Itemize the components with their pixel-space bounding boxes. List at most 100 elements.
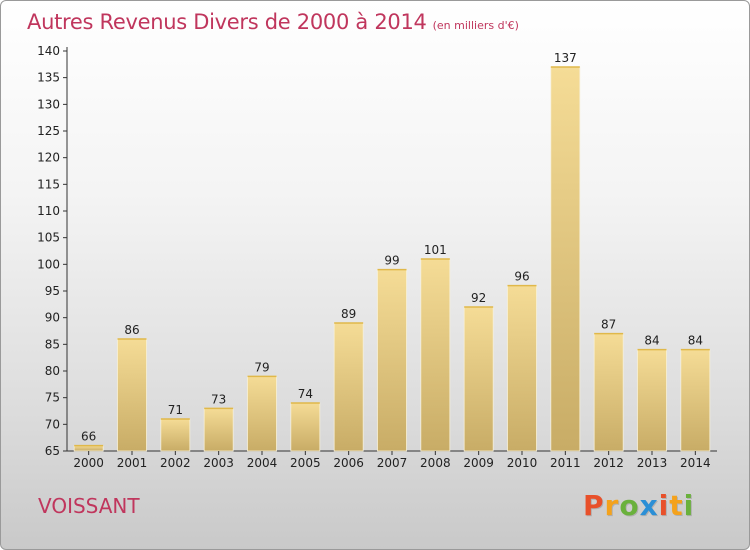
- x-tick: 2006: [333, 451, 364, 470]
- y-tick-label: 80: [45, 364, 60, 378]
- y-tick-label: 120: [37, 151, 60, 165]
- y-tick-label: 105: [37, 231, 60, 245]
- x-tick-label: 2000: [73, 456, 104, 470]
- y-tick: 75: [45, 391, 67, 405]
- x-tick-label: 2001: [117, 456, 148, 470]
- y-tick-label: 130: [37, 97, 60, 111]
- bar-value-label: 96: [514, 270, 529, 284]
- bar-value-label: 84: [688, 334, 703, 348]
- x-tick-label: 2014: [680, 456, 711, 470]
- logo-letter: r: [604, 489, 620, 522]
- bar-value-label: 87: [601, 318, 616, 332]
- bar: [593, 333, 624, 452]
- x-tick: 2012: [593, 451, 624, 470]
- logo-letter: i: [658, 489, 670, 522]
- logo-letter: t: [669, 489, 684, 522]
- bar-value-label: 74: [298, 387, 313, 401]
- y-tick: 125: [37, 124, 67, 138]
- proxiti-logo: Proxiti: [583, 489, 694, 522]
- y-tick-label: 125: [37, 124, 60, 138]
- x-tick: 2005: [290, 451, 321, 470]
- y-tick-label: 135: [37, 71, 60, 85]
- y-tick-label: 140: [37, 44, 60, 58]
- y-tick: 115: [37, 177, 67, 191]
- x-tick-label: 2007: [377, 456, 408, 470]
- bar: [377, 269, 407, 452]
- logo-letter: o: [619, 489, 640, 522]
- x-tick-label: 2012: [593, 456, 624, 470]
- bar: [203, 407, 234, 452]
- bar-value-label: 84: [644, 334, 659, 348]
- y-tick: 135: [37, 71, 67, 85]
- bar-value-label: 92: [471, 291, 486, 305]
- x-tick: 2014: [680, 451, 711, 470]
- chart-title: Autres Revenus Divers de 2000 à 2014 (en …: [27, 10, 519, 34]
- x-tick: 2001: [117, 451, 148, 470]
- x-tick: 2011: [550, 451, 581, 470]
- bar-value-label: 137: [554, 51, 577, 65]
- y-tick: 70: [45, 417, 67, 431]
- bar-value-label: 73: [211, 392, 226, 406]
- bar-value-label: 99: [384, 254, 399, 268]
- y-tick-label: 95: [45, 284, 60, 298]
- chart-title-text: Autres Revenus Divers de 2000 à 2014: [27, 10, 427, 34]
- y-tick-label: 100: [37, 257, 60, 271]
- y-tick-label: 75: [45, 391, 60, 405]
- bar-value-label: 66: [81, 430, 96, 444]
- bar: [290, 402, 321, 452]
- x-tick: 2009: [463, 451, 494, 470]
- bar: [160, 418, 191, 452]
- x-tick-label: 2004: [247, 456, 278, 470]
- y-tick-label: 70: [45, 417, 60, 431]
- x-tick: 2004: [247, 451, 278, 470]
- bar: [247, 375, 277, 452]
- bar: [73, 445, 104, 452]
- y-tick-label: 110: [37, 204, 60, 218]
- x-tick: 2007: [377, 451, 408, 470]
- x-tick-label: 2010: [507, 456, 538, 470]
- bar-value-label: 86: [124, 323, 139, 337]
- bar: [333, 322, 364, 452]
- bar: [550, 66, 581, 452]
- x-tick: 2013: [637, 451, 668, 470]
- x-tick-label: 2006: [333, 456, 364, 470]
- y-tick: 95: [45, 284, 67, 298]
- x-tick-label: 2011: [550, 456, 581, 470]
- x-tick-label: 2009: [463, 456, 494, 470]
- x-tick-label: 2003: [203, 456, 234, 470]
- y-tick: 100: [37, 257, 67, 271]
- bar: [463, 306, 494, 452]
- x-tick-label: 2013: [637, 456, 668, 470]
- logo-letter: P: [583, 489, 605, 522]
- bar: [420, 258, 451, 452]
- y-tick: 105: [37, 231, 67, 245]
- x-tick: 2002: [160, 451, 191, 470]
- bar: [507, 285, 537, 452]
- y-tick-label: 85: [45, 337, 60, 351]
- y-tick: 65: [45, 444, 67, 458]
- bar: [637, 349, 667, 452]
- x-tick-label: 2008: [420, 456, 451, 470]
- y-tick: 85: [45, 337, 67, 351]
- bar-value-label: 79: [254, 360, 269, 374]
- bar-value-label: 101: [424, 243, 447, 257]
- logo-letter: x: [639, 489, 659, 522]
- y-tick: 90: [45, 311, 67, 325]
- y-tick: 130: [37, 97, 67, 111]
- x-tick: 2008: [420, 451, 451, 470]
- y-tick-label: 65: [45, 444, 60, 458]
- y-tick: 80: [45, 364, 67, 378]
- y-tick: 120: [37, 151, 67, 165]
- bar-value-label: 71: [168, 403, 183, 417]
- x-tick-label: 2005: [290, 456, 321, 470]
- x-tick: 2000: [73, 451, 104, 470]
- chart-subtitle: (en milliers d'€): [432, 19, 519, 32]
- x-tick: 2003: [203, 451, 234, 470]
- y-tick: 140: [37, 44, 67, 58]
- y-tick-label: 90: [45, 311, 60, 325]
- bar-value-label: 89: [341, 307, 356, 321]
- y-tick-label: 115: [37, 177, 60, 191]
- commune-name: VOISSANT: [38, 494, 140, 518]
